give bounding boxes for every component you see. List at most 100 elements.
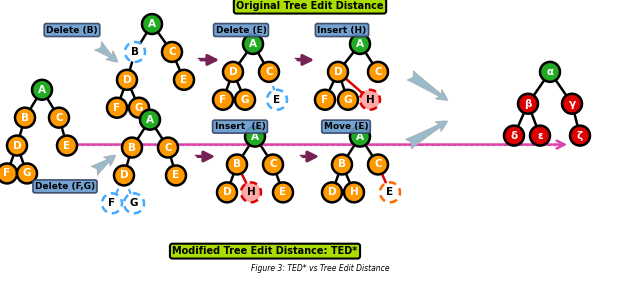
Circle shape	[368, 62, 388, 82]
Circle shape	[213, 90, 233, 110]
Circle shape	[166, 166, 186, 185]
Circle shape	[332, 155, 352, 175]
Text: H: H	[365, 95, 374, 105]
Text: Modified Tree Edit Distance: TED*: Modified Tree Edit Distance: TED*	[172, 246, 358, 256]
Circle shape	[158, 138, 178, 158]
Text: C: C	[374, 67, 382, 77]
Circle shape	[350, 127, 370, 147]
Circle shape	[540, 62, 560, 82]
Circle shape	[530, 126, 550, 146]
Circle shape	[328, 62, 348, 82]
Circle shape	[0, 164, 17, 183]
Text: C: C	[374, 160, 382, 169]
Text: β: β	[524, 99, 532, 109]
Text: C: C	[168, 47, 176, 57]
Text: Insert (H): Insert (H)	[317, 26, 367, 35]
Text: E: E	[63, 140, 70, 151]
Text: Delete (B): Delete (B)	[46, 26, 98, 35]
Text: G: G	[241, 95, 249, 105]
Circle shape	[174, 70, 194, 90]
Circle shape	[518, 94, 538, 114]
Text: E: E	[180, 75, 188, 85]
Circle shape	[360, 90, 380, 110]
Circle shape	[562, 94, 582, 114]
Text: E: E	[280, 187, 287, 197]
Text: C: C	[164, 142, 172, 153]
Text: B: B	[21, 113, 29, 123]
Text: A: A	[251, 132, 259, 142]
Circle shape	[570, 126, 590, 146]
Text: B: B	[233, 160, 241, 169]
Text: G: G	[344, 95, 352, 105]
Circle shape	[380, 182, 400, 202]
Text: G: G	[130, 198, 138, 208]
Circle shape	[102, 193, 122, 213]
Text: Original Tree Edit Distance: Original Tree Edit Distance	[236, 1, 384, 11]
Circle shape	[273, 182, 293, 202]
Text: Move (E): Move (E)	[324, 122, 368, 131]
Circle shape	[243, 34, 263, 54]
Text: Figure 3: TED* vs Tree Edit Distance: Figure 3: TED* vs Tree Edit Distance	[251, 264, 389, 273]
Circle shape	[227, 155, 247, 175]
Text: C: C	[265, 67, 273, 77]
Circle shape	[245, 127, 265, 147]
Circle shape	[17, 164, 37, 183]
Circle shape	[57, 136, 77, 155]
Text: γ: γ	[568, 99, 575, 109]
Text: F: F	[108, 198, 116, 208]
Circle shape	[125, 42, 145, 62]
Text: C: C	[55, 113, 63, 123]
Text: H: H	[246, 187, 255, 197]
Text: E: E	[172, 171, 180, 180]
Circle shape	[315, 90, 335, 110]
Text: δ: δ	[510, 131, 518, 140]
Circle shape	[162, 42, 182, 62]
Text: H: H	[349, 187, 358, 197]
Text: B: B	[128, 142, 136, 153]
Text: A: A	[38, 85, 46, 95]
Circle shape	[241, 182, 261, 202]
Circle shape	[114, 166, 134, 185]
Text: F: F	[220, 95, 227, 105]
Text: ε: ε	[537, 131, 543, 140]
Text: D: D	[123, 75, 131, 85]
Text: D: D	[223, 187, 231, 197]
Circle shape	[107, 98, 127, 118]
Text: A: A	[249, 39, 257, 49]
Circle shape	[7, 136, 27, 155]
Text: Delete (F,G): Delete (F,G)	[35, 182, 95, 191]
Circle shape	[350, 34, 370, 54]
Circle shape	[32, 80, 52, 100]
Text: F: F	[3, 168, 11, 178]
Circle shape	[263, 155, 283, 175]
Circle shape	[122, 138, 142, 158]
Circle shape	[129, 98, 149, 118]
Text: F: F	[321, 95, 328, 105]
Text: D: D	[328, 187, 336, 197]
Text: B: B	[131, 47, 139, 57]
Text: A: A	[356, 39, 364, 49]
Text: E: E	[273, 95, 280, 105]
Circle shape	[322, 182, 342, 202]
Text: Delete (E): Delete (E)	[216, 26, 266, 35]
Text: F: F	[113, 103, 120, 113]
Circle shape	[267, 90, 287, 110]
Circle shape	[217, 182, 237, 202]
Circle shape	[338, 90, 358, 110]
Circle shape	[368, 155, 388, 175]
Circle shape	[15, 108, 35, 128]
Text: A: A	[356, 132, 364, 142]
Text: D: D	[120, 171, 128, 180]
Text: Insert  (E): Insert (E)	[214, 122, 266, 131]
Text: D: D	[228, 67, 237, 77]
Circle shape	[140, 110, 160, 130]
Text: D: D	[333, 67, 342, 77]
Text: D: D	[13, 140, 21, 151]
Circle shape	[504, 126, 524, 146]
Circle shape	[235, 90, 255, 110]
Circle shape	[142, 14, 162, 34]
Circle shape	[124, 193, 144, 213]
Circle shape	[117, 70, 137, 90]
Text: G: G	[23, 168, 31, 178]
Text: α: α	[547, 67, 554, 77]
